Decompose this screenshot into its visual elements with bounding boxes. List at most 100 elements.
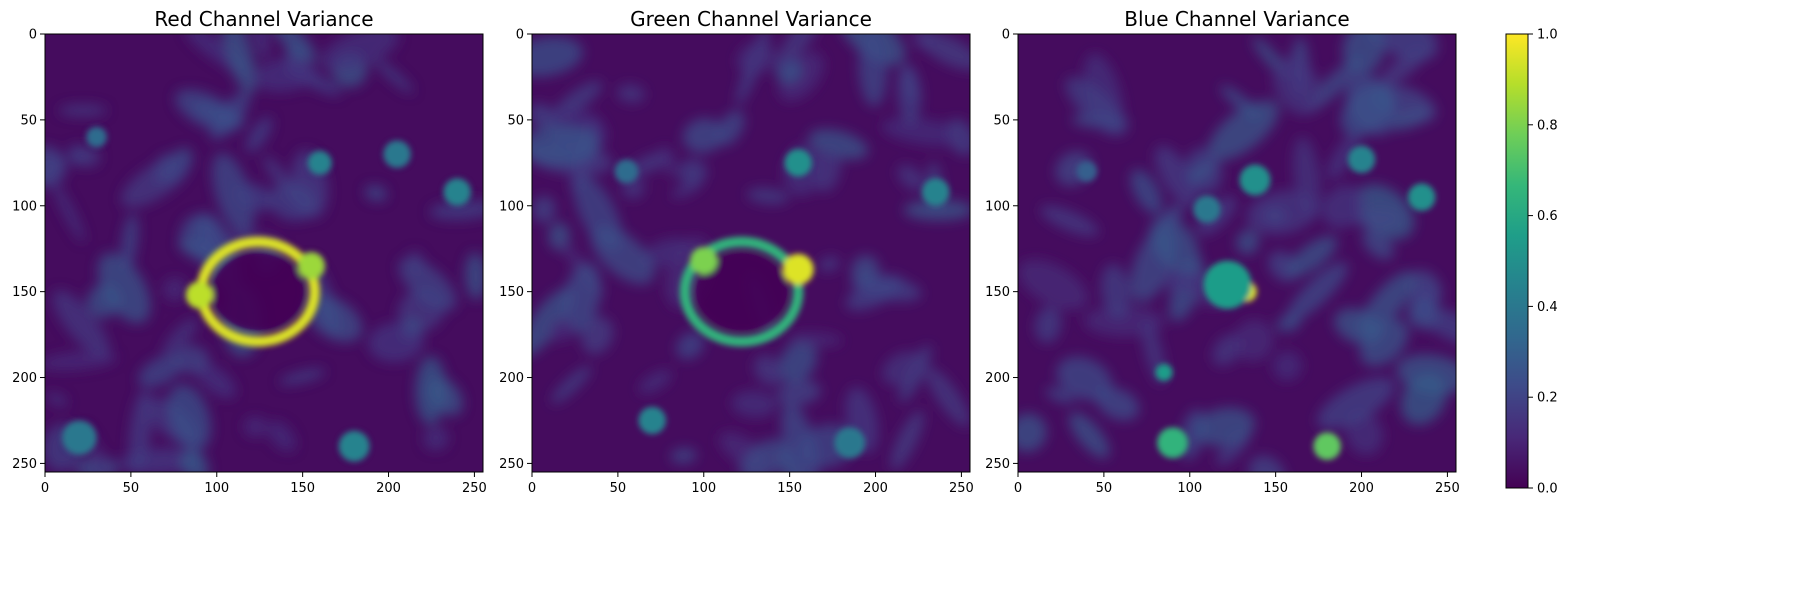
heatmap-blob — [86, 126, 107, 148]
texture-blob — [882, 351, 925, 386]
heatmap-blob — [638, 406, 666, 435]
heatmap-blob — [1076, 161, 1098, 182]
y-tick-label: 150 — [985, 285, 1010, 300]
colorbar-tick-label: 0.0 — [1537, 482, 1558, 497]
x-tick-label: 200 — [863, 481, 888, 496]
y-tick-label: 150 — [12, 285, 37, 300]
texture-blob — [1154, 145, 1199, 208]
texture-blob — [781, 402, 819, 472]
colorbar-tick-label: 0.4 — [1537, 300, 1558, 315]
texture-blob — [212, 152, 255, 236]
heatmap-blob — [62, 420, 97, 455]
texture-blob — [890, 410, 924, 471]
texture-blob — [746, 187, 790, 205]
colorbar — [1505, 33, 1529, 489]
texture-blob — [671, 180, 702, 199]
texture-blob — [305, 295, 363, 343]
texture-blob — [776, 380, 821, 406]
y-tick-label: 50 — [507, 113, 524, 128]
texture-blob — [1358, 271, 1416, 337]
texture-blob — [1400, 373, 1447, 425]
texture-blob — [222, 34, 257, 95]
texture-blob — [851, 255, 880, 284]
heatmap-panel-1: Red Channel Variance 0 50 100 150 200 250 0 50 10… — [12, 7, 487, 496]
texture-blob — [398, 257, 457, 311]
texture-blob — [562, 262, 601, 334]
texture-blob — [75, 456, 120, 472]
y-tick-label: 250 — [499, 457, 524, 472]
y-tick-label: 100 — [499, 199, 524, 214]
texture-blob — [1207, 100, 1279, 161]
x-tick-label: 0 — [528, 481, 536, 496]
heatmap-blob — [784, 149, 812, 177]
heatmap-blob — [1239, 164, 1271, 196]
heatmap-blob — [921, 178, 950, 206]
colorbar-tick-label: 0.6 — [1537, 209, 1558, 224]
heatmap-image — [45, 34, 483, 472]
heatmap-ring-center — [695, 252, 788, 332]
y-tick-label: 0 — [29, 28, 37, 43]
heatmap-blob — [834, 427, 866, 459]
texture-blob — [245, 116, 273, 153]
x-tick-label: 250 — [462, 481, 487, 496]
heatmap-blob — [614, 159, 639, 184]
axes-frame — [531, 33, 971, 473]
texture-blob — [676, 331, 705, 360]
texture-blob — [788, 332, 843, 347]
texture-blob — [46, 392, 68, 407]
colorbar-tick-label: 1.0 — [1537, 28, 1558, 43]
texture-blob — [1018, 259, 1088, 311]
texture-blob — [903, 199, 970, 221]
y-tick-label: 0 — [1002, 28, 1010, 43]
y-tick-label: 200 — [985, 371, 1010, 386]
texture-blob — [1130, 169, 1163, 215]
texture-blob — [320, 34, 400, 72]
texture-blob — [532, 103, 556, 129]
axes-frame — [44, 33, 484, 473]
heatmap-blob — [690, 246, 718, 275]
texture-blob — [858, 34, 888, 107]
texture-blob — [920, 34, 970, 70]
texture-blob — [1262, 207, 1287, 225]
heatmap-panel-2: Green Channel Variance 0 50 100 150 200 250 0 50… — [499, 7, 974, 496]
texture-blob — [753, 354, 784, 386]
heatmap-blob — [1155, 363, 1173, 381]
heatmap-features — [1076, 145, 1436, 460]
y-tick-label: 50 — [993, 113, 1010, 128]
texture-blob — [121, 213, 139, 270]
texture-blob — [590, 225, 655, 285]
heatmap-image — [1018, 34, 1456, 472]
heatmap-blob — [1347, 145, 1376, 174]
heatmap-image — [532, 34, 970, 472]
heatmap-ring-center — [211, 252, 305, 332]
heatmap-blob — [1157, 427, 1189, 459]
texture-blob — [548, 318, 575, 342]
texture-blob — [1100, 263, 1131, 319]
texture-blob — [1418, 307, 1456, 349]
texture-blob — [552, 80, 603, 120]
x-tick-label: 250 — [1435, 481, 1460, 496]
texture-blob — [845, 275, 903, 311]
x-tick-label: 150 — [290, 481, 315, 496]
x-tick-label: 50 — [123, 481, 140, 496]
texture-blob — [1354, 207, 1404, 230]
texture-blob — [269, 182, 318, 222]
texture-blob — [367, 322, 425, 363]
texture-blob — [429, 200, 483, 221]
texture-blob — [374, 58, 414, 94]
texture-blob — [550, 365, 592, 404]
panel-title: Blue Channel Variance — [1124, 7, 1349, 31]
heatmap-blob — [1193, 195, 1221, 223]
texture-blob — [1293, 136, 1321, 221]
y-tick-label: 250 — [985, 457, 1010, 472]
texture-blob — [739, 438, 790, 472]
texture-blob — [1321, 185, 1367, 229]
texture-blob — [778, 339, 818, 384]
y-tick-label: 100 — [985, 199, 1010, 214]
x-tick-label: 0 — [41, 481, 49, 496]
colorbar-tick-label: 0.2 — [1537, 391, 1558, 406]
texture-blob — [682, 118, 725, 154]
y-tick-label: 250 — [12, 457, 37, 472]
texture-blob — [638, 370, 672, 394]
texture-blob — [532, 36, 583, 77]
